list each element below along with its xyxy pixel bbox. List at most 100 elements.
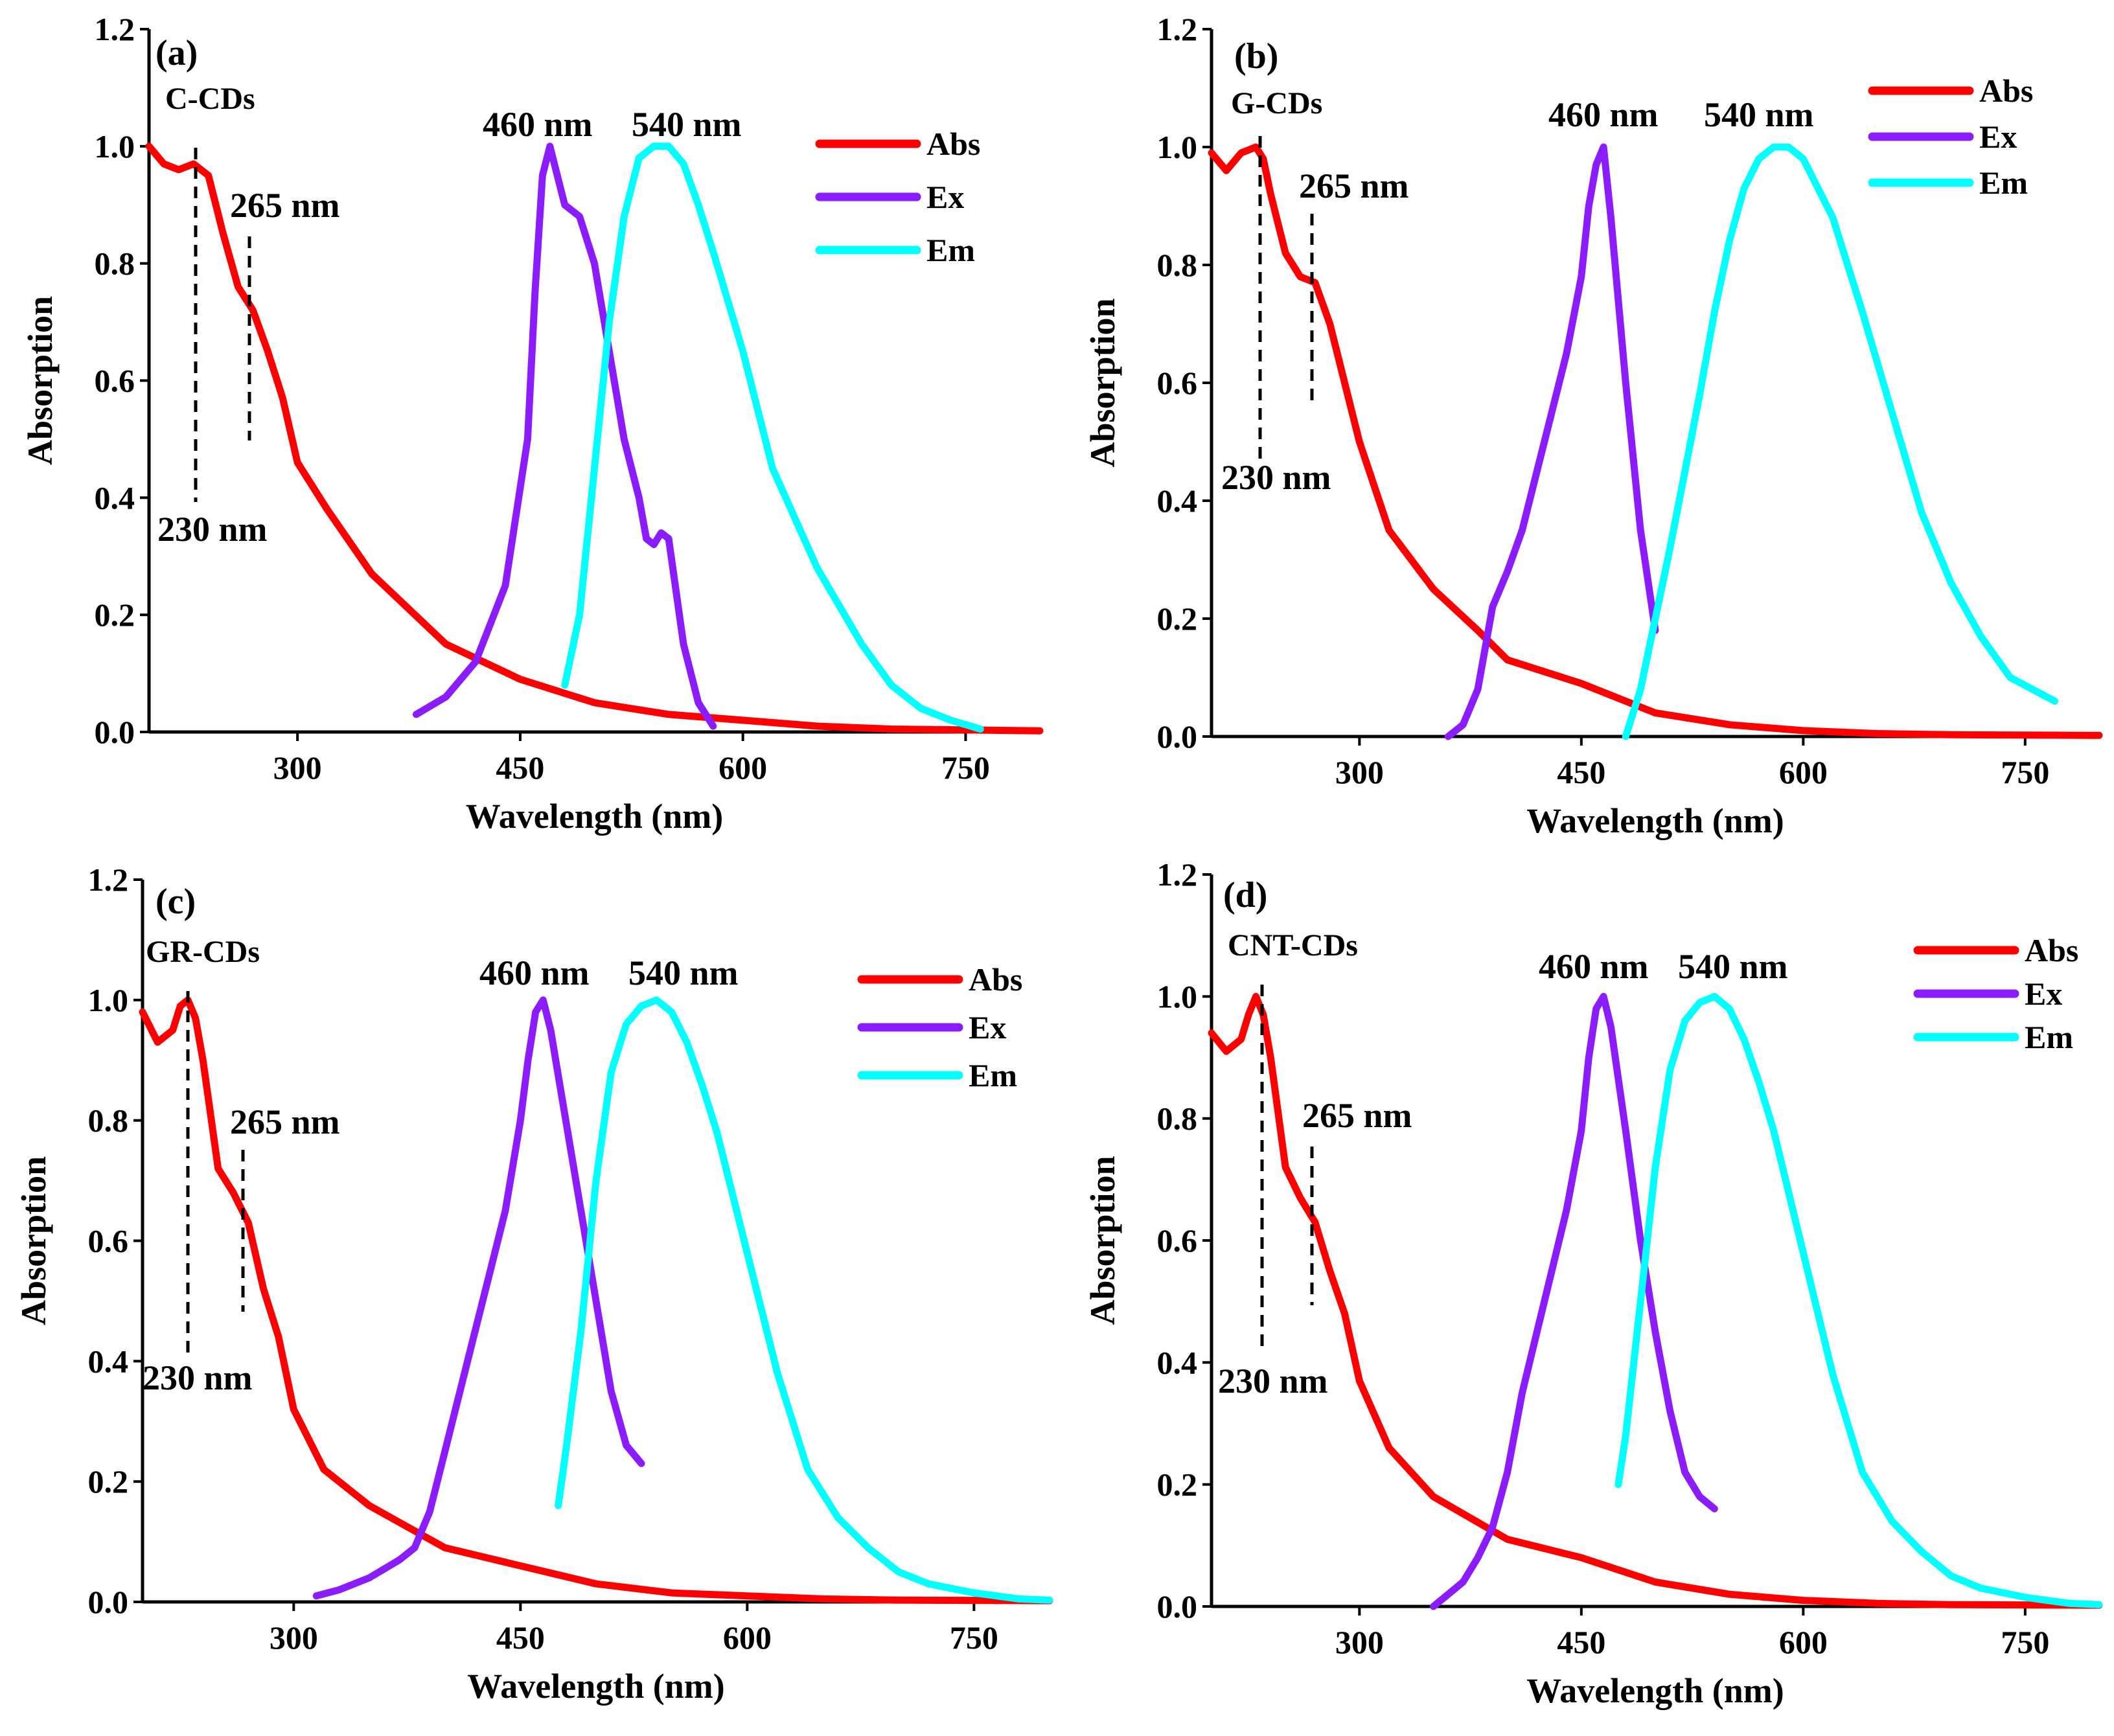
annotation-230nm: 230 nm [1221, 458, 1331, 497]
series-line-em [1614, 992, 2103, 1608]
legend-label-ex: Ex [926, 179, 964, 215]
panel-b: 0.0 0.2 0.4 0.6 0.8 1.0 1.2 300 450 600 750 Wavelen… [1083, 11, 2103, 840]
legend-label-ex: Ex [1979, 119, 2017, 155]
x-tick-label: 750 [2001, 754, 2049, 790]
annotation-460nm: 460 nm [1539, 947, 1649, 986]
y-tick-label: 0.2 [88, 1463, 129, 1500]
x-tick-label: 600 [718, 749, 767, 786]
y-tick-label: 0.6 [1157, 365, 1198, 401]
series-line-ex [413, 143, 717, 730]
sample-label: C-CDs [165, 82, 255, 116]
y-tick-label: 0.6 [88, 1223, 129, 1259]
legend-label-em: Em [926, 232, 975, 268]
y-tick-label: 0.0 [1157, 1588, 1198, 1625]
annotation-265nm: 265 nm [1302, 1096, 1412, 1135]
y-axis-title: Absorption [1083, 1156, 1122, 1325]
panel-label: (b) [1234, 36, 1278, 76]
annotation-460nm: 460 nm [1548, 95, 1659, 134]
y-tick-label: 0.8 [1157, 247, 1198, 283]
y-tick-label: 0.6 [95, 363, 135, 399]
annotation-230nm: 230 nm [143, 1358, 253, 1397]
legend-label-em: Em [2025, 1019, 2073, 1055]
x-tick-label: 600 [1779, 1624, 1828, 1660]
x-axis-title: Wavelength (nm) [1526, 801, 1784, 840]
x-tick-label: 450 [1557, 754, 1605, 790]
legend-label-abs: Abs [1979, 73, 2033, 109]
annotation-265nm: 265 nm [230, 186, 340, 225]
panel-c: 0.0 0.2 0.4 0.6 0.8 1.0 1.2 300 450 600 750 Wavelen… [14, 862, 1053, 1706]
x-tick-label: 600 [1779, 754, 1828, 790]
annotation-265nm: 265 nm [1299, 166, 1409, 205]
x-tick-label: 300 [270, 1619, 318, 1656]
panel-d: 0.0 0.2 0.4 0.6 0.8 1.0 1.2 300 450 600 750 Wavelen… [1083, 856, 2103, 1710]
annotation-540nm: 540 nm [1704, 95, 1814, 134]
x-tick-label: 300 [273, 749, 322, 786]
sample-label: CNT-CDs [1228, 928, 1358, 963]
y-axis-title: Absorption [21, 296, 60, 465]
series-line-abs [1208, 992, 2103, 1609]
y-tick-label: 0.8 [88, 1102, 129, 1139]
y-tick-label: 1.2 [1157, 11, 1198, 47]
legend: Abs Ex Em [815, 126, 980, 268]
sample-label: GR-CDs [146, 935, 260, 969]
y-axis-title: Absorption [14, 1156, 53, 1325]
y-tick-label: 1.2 [95, 11, 135, 47]
series-line-ex [1430, 992, 1718, 1610]
y-tick-label: 1.0 [95, 128, 135, 165]
y-tick-label: 0.0 [95, 714, 135, 750]
x-tick-label: 450 [1557, 1624, 1605, 1660]
series-line-em [1622, 143, 2058, 740]
y-tick-label: 0.0 [1157, 718, 1198, 755]
x-tick-label: 600 [723, 1619, 772, 1656]
series-line-abs [139, 996, 1053, 1605]
series-line-abs [1208, 143, 2103, 739]
y-tick-label: 1.2 [88, 862, 129, 898]
y-tick-label: 0.2 [1157, 1467, 1198, 1503]
annotation-265nm: 265 nm [230, 1102, 340, 1141]
y-tick-label: 0.8 [1157, 1101, 1198, 1137]
x-tick-label: 750 [2001, 1624, 2049, 1660]
x-tick-label: 300 [1335, 1624, 1384, 1660]
legend: Abs Ex Em [857, 961, 1022, 1093]
x-axis-title: Wavelength (nm) [467, 1667, 725, 1706]
annotation-540nm: 540 nm [1678, 947, 1788, 986]
annotation-460nm: 460 nm [479, 954, 590, 992]
sample-label: G-CDs [1231, 86, 1322, 120]
panel-label: (a) [155, 33, 198, 73]
legend-label-ex: Ex [2025, 976, 2062, 1012]
y-tick-label: 1.2 [1157, 856, 1198, 893]
x-axis-title: Wavelength (nm) [466, 797, 724, 836]
legend-label-abs: Abs [926, 126, 980, 162]
y-axis-title: Absorption [1083, 298, 1122, 467]
panel-label: (d) [1223, 875, 1267, 915]
legend-label-em: Em [969, 1057, 1017, 1093]
y-tick-label: 0.4 [1157, 1344, 1198, 1380]
legend-label-em: Em [1979, 165, 2028, 201]
y-tick-label: 0.8 [95, 246, 135, 282]
panel-a: 0.0 0.2 0.4 0.6 0.8 1.0 1.2 300 450 600 750 Wavelen… [21, 11, 1044, 836]
series-line-em [561, 143, 984, 733]
annotation-540nm: 540 nm [632, 105, 742, 144]
y-tick-label: 0.4 [1157, 483, 1198, 519]
series-line-ex [1444, 143, 1659, 740]
x-tick-label: 750 [941, 749, 990, 786]
y-tick-label: 0.0 [88, 1584, 129, 1620]
panel-label: (c) [155, 882, 196, 922]
y-tick-label: 0.2 [95, 597, 135, 633]
annotation-460nm: 460 nm [483, 105, 593, 144]
x-tick-label: 450 [496, 1619, 545, 1656]
y-tick-label: 0.2 [1157, 600, 1198, 637]
legend: Abs Ex Em [1913, 932, 2078, 1055]
legend: Abs Ex Em [1868, 73, 2033, 201]
annotation-540nm: 540 nm [628, 954, 739, 992]
series-line-em [555, 996, 1053, 1604]
legend-label-ex: Ex [969, 1009, 1006, 1045]
y-tick-label: 0.6 [1157, 1222, 1198, 1259]
x-tick-label: 450 [496, 749, 544, 786]
y-tick-label: 1.0 [1157, 129, 1198, 165]
y-tick-label: 0.4 [95, 479, 135, 516]
x-tick-label: 300 [1335, 754, 1384, 790]
series-line-abs [145, 143, 1044, 735]
